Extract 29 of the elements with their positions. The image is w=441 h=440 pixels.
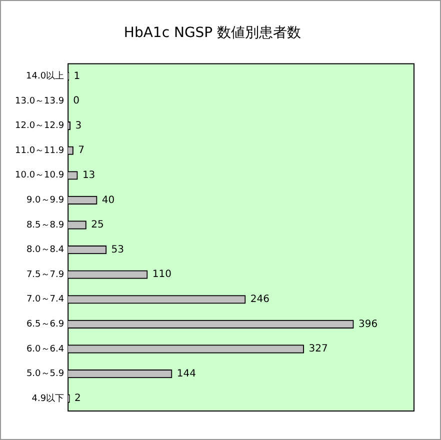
data-label: 327: [308, 344, 328, 355]
data-label: 40: [102, 194, 115, 206]
y-tick-label: 12.0～12.9: [15, 121, 64, 132]
y-tick-label: 7.0～7.4: [26, 294, 64, 305]
data-label: 110: [152, 269, 172, 280]
y-tick-label: 6.0～6.4: [26, 344, 64, 354]
data-label: 0: [73, 96, 80, 107]
data-label: 13: [82, 170, 96, 181]
y-tick-label: 14.0以上: [26, 70, 64, 82]
y-tick-label: 6.5～6.9: [26, 320, 64, 330]
y-tick-label: 13.0～13.9: [15, 96, 64, 106]
data-label: 25: [91, 220, 104, 231]
data-label: 144: [176, 368, 196, 380]
y-tick-label: 5.0～5.9: [26, 369, 64, 380]
y-tick-label: 4.9以下: [32, 392, 64, 404]
y-tick-label: 11.0～11.9: [15, 146, 64, 156]
data-label: 7: [78, 145, 84, 156]
chart-title: HbA1c NGSP 数値別患者数: [124, 25, 302, 42]
y-tick-label: 10.0～10.9: [15, 170, 64, 181]
y-tick-label: 8.0～8.4: [26, 245, 64, 256]
y-tick-label: 7.5～7.9: [26, 270, 64, 280]
data-label: 3: [75, 120, 82, 132]
data-label: 53: [111, 244, 124, 256]
data-label: 1: [74, 70, 80, 82]
y-tick-label: 8.5～8.9: [26, 220, 64, 230]
data-label: 246: [250, 294, 270, 305]
y-tick-label: 9.0～9.9: [26, 196, 64, 206]
data-label: 396: [358, 318, 378, 330]
data-label: 2: [74, 393, 81, 404]
